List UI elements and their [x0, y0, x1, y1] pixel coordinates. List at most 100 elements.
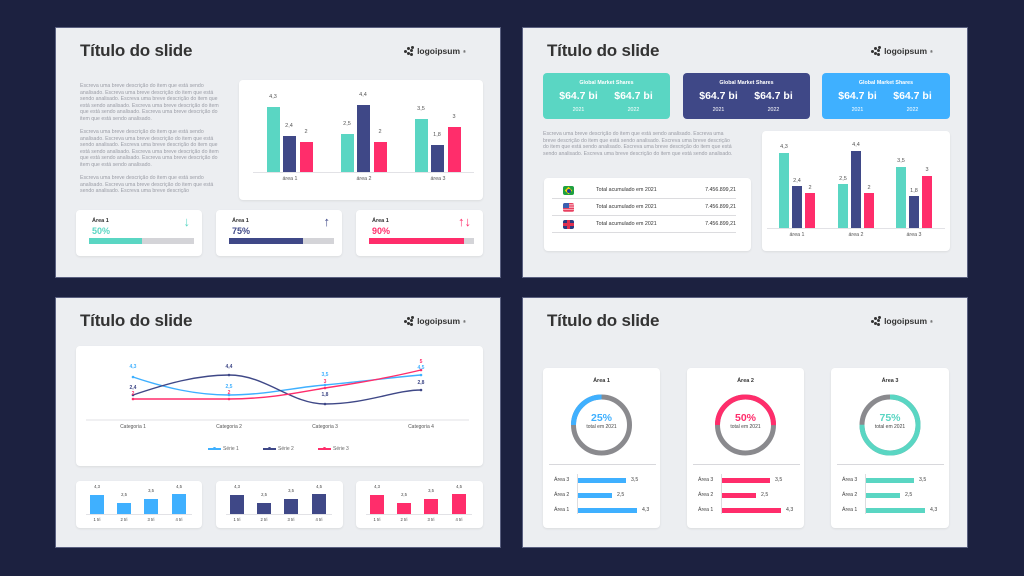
logo-text: logoipsum — [417, 46, 461, 56]
donut-chart — [571, 394, 632, 456]
bar-label: Área 2 — [698, 492, 714, 498]
value-label: 4,3 — [94, 484, 100, 489]
donut-percent: 50% — [734, 412, 756, 424]
value-label: 2,4 — [285, 123, 293, 129]
progress-fill — [229, 238, 303, 244]
bar — [415, 119, 428, 172]
donut-subtitle: total em 2021 — [730, 424, 761, 430]
bar-value: 3,5 — [775, 477, 783, 483]
bar — [374, 142, 387, 172]
bar — [397, 503, 411, 514]
progress-bar — [89, 238, 194, 244]
logo-dots-icon — [871, 46, 882, 56]
bar — [722, 478, 770, 483]
bar — [267, 107, 280, 172]
card-title: Área 1 — [593, 378, 610, 384]
divider — [837, 464, 944, 465]
bar — [230, 495, 244, 514]
legend-item: Série 2 — [263, 446, 294, 452]
x-tick-label: 1 tri — [93, 517, 101, 522]
x-tick-label: 3 tri — [427, 517, 435, 522]
value-label: 2,5 — [839, 176, 847, 182]
card-title: Global Market Shares — [719, 80, 774, 86]
table-row: Total acumulado em 2021 7.456.899,21 — [552, 216, 736, 233]
kpi-label: Área 1 — [92, 218, 109, 224]
x-tick-label: 4 tri — [455, 517, 463, 522]
row-label: Total acumulado em 2021 — [596, 204, 657, 210]
card-title: Área 3 — [881, 378, 899, 384]
donut-chart — [715, 394, 776, 456]
bar — [792, 186, 802, 228]
value-label: 4,4 — [359, 92, 367, 98]
mini-bar-chart-card: 4,3 2,5 3,5 4,5 1 tri 2 tri 3 tri 4 tri — [356, 481, 483, 528]
bar — [144, 499, 158, 514]
year-label: 2021 — [712, 107, 725, 113]
bar — [448, 127, 461, 172]
row-label: Total acumulado em 2021 — [596, 187, 657, 193]
value-label: 2,5 — [261, 492, 267, 497]
value-label: 4,5 — [316, 484, 322, 489]
logo-dots-icon — [404, 46, 415, 56]
x-axis — [253, 172, 474, 173]
logo-dots-icon — [871, 316, 882, 326]
progress-fill — [89, 238, 142, 244]
value-label: 2,5 — [401, 492, 407, 497]
legend-item: Série 1 — [208, 446, 239, 452]
x-tick-label: área 1 — [282, 176, 298, 182]
bar-value: 2,5 — [761, 492, 769, 498]
bar-label: Área 1 — [698, 507, 714, 513]
legend-line-icon — [208, 447, 221, 450]
year-label: 2021 — [572, 107, 585, 113]
bar — [909, 196, 919, 228]
value-label: 3,5 — [288, 488, 294, 493]
bar — [284, 499, 298, 514]
bar — [452, 494, 466, 514]
arrow-up-icon: ↑ — [323, 214, 331, 229]
value-label: 2,5 — [343, 121, 351, 127]
x-tick-label: 1 tri — [373, 517, 381, 522]
slide-1: Título do slide logoipsum ® Escreva uma b… — [55, 27, 501, 278]
value-2021: $64.7 bi — [559, 90, 598, 102]
market-share-card: Global Market Shares $64.7 bi $64.7 bi 2… — [543, 73, 670, 119]
logo: logoipsum ® — [871, 316, 933, 326]
slide-4: Título do slide logoipsum ® Área 1 25% to… — [522, 297, 968, 548]
row-value: 7.456.899,21 — [705, 221, 736, 227]
bar-value: 4,3 — [930, 507, 938, 513]
x-tick-label: Categoria 1 — [120, 424, 146, 430]
card-title: Global Market Shares — [858, 80, 914, 86]
legend-line-icon — [318, 447, 331, 450]
value-label: 2,5 — [121, 492, 127, 497]
logo-mark: ® — [463, 318, 466, 324]
card-title: Área 2 — [737, 378, 754, 384]
slide-title: Título do slide — [80, 41, 193, 60]
bar — [805, 193, 815, 228]
x-tick-label: 2 tri — [120, 517, 128, 522]
value-2021: $64.7 bi — [699, 90, 738, 102]
kpi-value: 75% — [232, 226, 251, 236]
x-tick-label: 4 tri — [315, 517, 323, 522]
mini-bar-chart-card: 4,3 2,5 3,5 4,5 1 tri 2 tri 3 tri 4 tri — [76, 481, 202, 528]
value-label: 2 — [378, 129, 382, 135]
slide-2: Título do slide logoipsum ® Global Market… — [522, 27, 968, 278]
bar — [864, 193, 874, 228]
bar-label: Área 3 — [698, 477, 714, 483]
donut-card: Área 2 50% total em 2021 Área 3 3,5 Área… — [687, 368, 804, 528]
market-share-card: Global Market Shares $64.7 bi $64.7 bi 2… — [683, 73, 810, 119]
bar — [578, 508, 637, 513]
x-tick-label: área 3 — [906, 232, 922, 238]
point-label: 3 — [323, 379, 327, 385]
bar-label: Área 3 — [842, 477, 858, 483]
value-label: 4,3 — [269, 94, 277, 100]
kpi-card: Área 1 90% ↑↓ — [356, 210, 483, 256]
point-label: 3,5 — [321, 372, 329, 378]
value-label: 3 — [925, 167, 929, 173]
logo-text: logoipsum — [884, 46, 928, 56]
value-label: 3,5 — [428, 488, 434, 493]
value-label: 4,5 — [176, 484, 182, 489]
bar — [722, 508, 781, 513]
x-tick-label: 4 tri — [175, 517, 183, 522]
value-label: 3,5 — [417, 106, 425, 112]
line-chart-card: 4,3 2,5 3,5 4,5 2,4 4,4 1,8 2,8 2 2 3 5 … — [76, 346, 483, 466]
bar-chart-card: 4,3 2,4 2 2,5 4,4 2 3,5 1,8 3 área 1 áre… — [239, 80, 483, 200]
bar-value: 4,3 — [642, 507, 650, 513]
